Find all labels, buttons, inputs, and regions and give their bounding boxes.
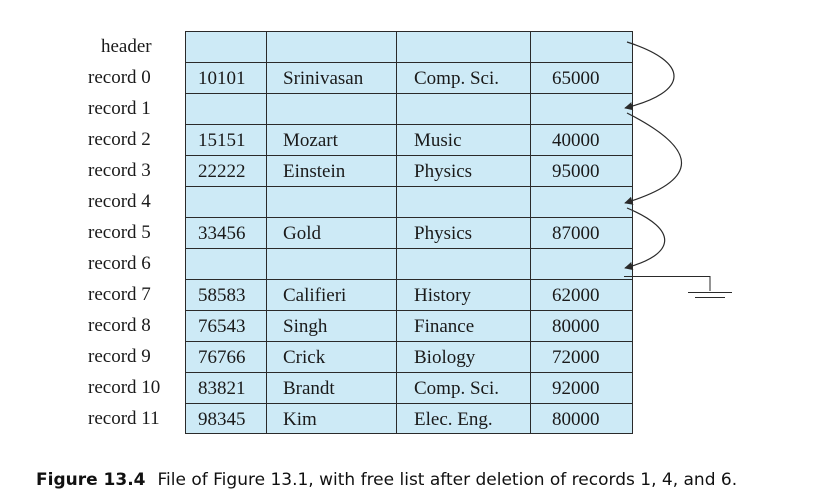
record-3-field-3: 95000 [552,161,600,182]
record-label-0: record 0 [88,67,151,88]
record-2-field-2: Music [414,130,462,151]
record-5-field-3: 87000 [552,223,600,244]
free-list-arrow-record-1-to-record-4 [624,112,683,205]
record-3-field-0: 22222 [198,161,246,182]
record-grid: 10101 Srinivasan Comp. Sci. 65000 15151 Mozar… [185,31,633,434]
figure-caption: Figure 13.4 File of Figure 13.1, with fre… [36,470,737,490]
header-label: header [101,36,152,57]
record-7-field-3: 62000 [552,285,600,306]
record-label-1: record 1 [88,98,151,119]
record-label-10: record 10 [88,377,161,398]
record-11-field-2: Elec. Eng. [414,409,493,430]
record-label-2: record 2 [88,129,151,150]
record-7-field-1: Califieri [283,285,347,306]
record-0-field-3: 65000 [552,68,600,89]
record-label-7: record 7 [88,284,151,305]
record-0-field-2: Comp. Sci. [414,68,499,89]
null-pointer-ground-icon [624,276,732,298]
free-list-arrow-record-4-to-record-6 [624,207,666,271]
record-label-9: record 9 [88,346,151,367]
record-9-field-1: Crick [283,347,326,368]
free-list-arrow-header-to-record-1 [624,41,675,111]
record-0-field-1: Srinivasan [283,68,364,89]
record-10-field-0: 83821 [198,378,246,399]
record-2-field-3: 40000 [552,130,600,151]
record-11-field-3: 80000 [552,409,600,430]
record-2-field-1: Mozart [283,130,338,151]
record-5-field-0: 33456 [198,223,246,244]
record-label-3: record 3 [88,160,151,181]
record-5-field-1: Gold [283,223,321,244]
record-label-6: record 6 [88,253,151,274]
record-7-field-0: 58583 [198,285,246,306]
record-label-5: record 5 [88,222,151,243]
record-8-field-2: Finance [414,316,475,337]
record-9-field-2: Biology [414,347,476,368]
caption-number: Figure 13.4 [36,470,146,490]
record-8-field-0: 76543 [198,316,246,337]
record-10-field-2: Comp. Sci. [414,378,499,399]
record-5-field-2: Physics [414,223,473,244]
record-2-field-0: 15151 [198,130,246,151]
record-9-field-0: 76766 [198,347,246,368]
record-10-field-1: Brandt [283,378,335,399]
record-label-8: record 8 [88,315,151,336]
record-7-field-2: History [414,285,471,306]
record-8-field-3: 80000 [552,316,600,337]
record-11-field-1: Kim [283,409,317,430]
record-9-field-3: 72000 [552,347,600,368]
record-8-field-1: Singh [283,316,328,337]
record-0-field-0: 10101 [198,68,246,89]
record-3-field-1: Einstein [283,161,346,182]
record-label-11: record 11 [88,408,160,429]
record-11-field-0: 98345 [198,409,246,430]
record-label-4: record 4 [88,191,151,212]
caption-text: File of Figure 13.1, with free list afte… [157,470,738,490]
record-10-field-3: 92000 [552,378,600,399]
record-3-field-2: Physics [414,161,473,182]
